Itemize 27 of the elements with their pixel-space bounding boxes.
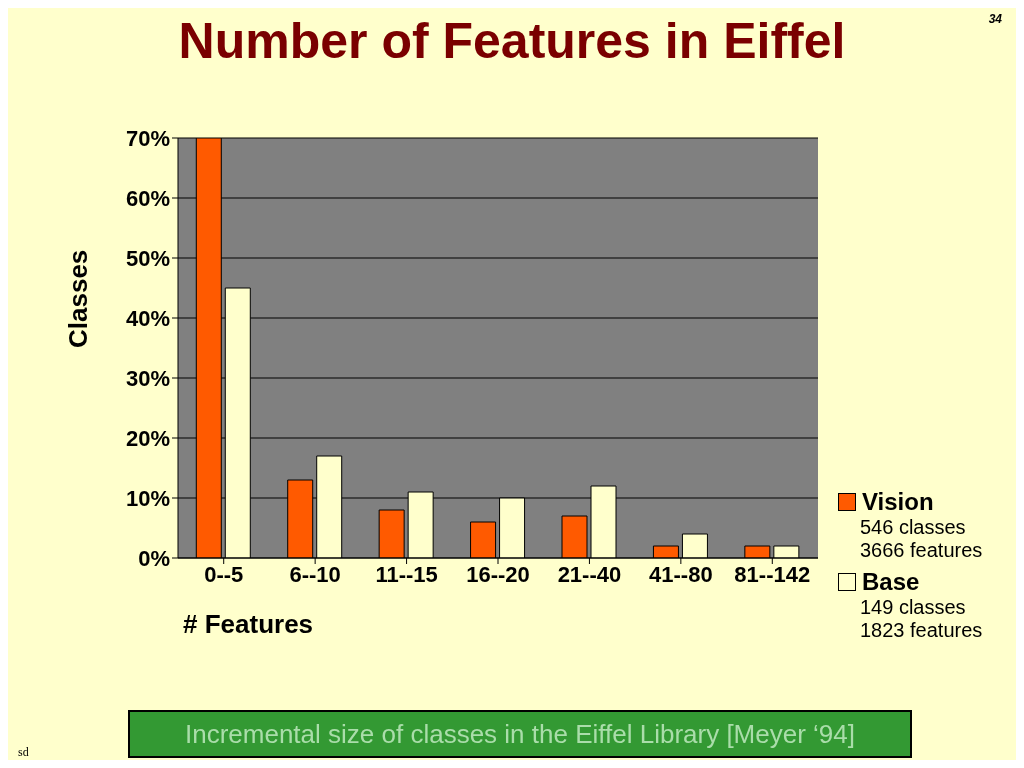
x-tick-label: 11--15 xyxy=(375,561,438,587)
text: 149 classes xyxy=(859,596,967,619)
legend-label: Vision xyxy=(861,488,935,516)
y-tick-label: 40% xyxy=(125,305,170,331)
y-tick-label: 50% xyxy=(125,245,170,271)
text: 34 xyxy=(988,12,1002,26)
y-axis-title: Classes xyxy=(63,249,94,348)
y-tick-label: 0% xyxy=(138,545,170,571)
x-tick-label: 0--5 xyxy=(204,561,244,587)
y-tick-label: 10% xyxy=(125,485,170,511)
x-tick-label: 16--20 xyxy=(466,561,530,587)
x-tick-label: 81--142 xyxy=(734,561,811,587)
text: 3666 features xyxy=(859,539,983,562)
x-tick-label: 41--80 xyxy=(649,561,713,587)
x-tick-label: 6--10 xyxy=(289,561,341,587)
text: sd xyxy=(18,745,29,760)
text: 546 classes xyxy=(859,516,967,539)
text: 1823 features xyxy=(859,619,983,642)
y-tick-label: 30% xyxy=(125,365,170,391)
y-tick-label: 20% xyxy=(125,425,170,451)
x-axis-title: # Features xyxy=(183,609,314,639)
legend-label: Base xyxy=(861,568,921,596)
y-tick-label: 60% xyxy=(125,185,170,211)
chart-title: Number of Features in Eiffel xyxy=(178,13,846,69)
y-tick-label: 70% xyxy=(125,125,170,151)
x-tick-label: 21--40 xyxy=(557,561,622,587)
text: Incremental size of classes in the Eiffel Library [Meyer ‘94] xyxy=(128,710,912,758)
